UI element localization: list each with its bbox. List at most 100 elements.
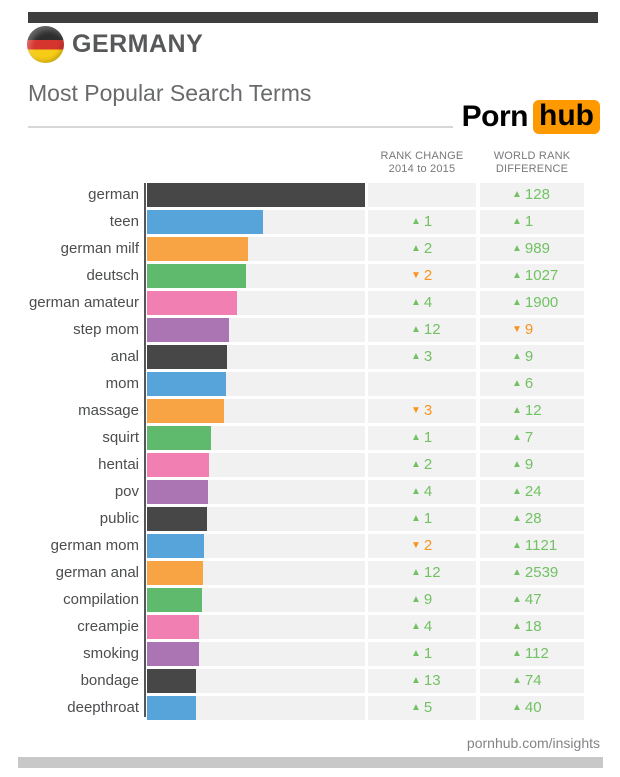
rank-change-value: 1: [423, 429, 433, 446]
table-row: pov ▲ 4 ▲ 24: [0, 480, 620, 504]
search-volume-bar: [147, 183, 365, 207]
rank-change-value: 12: [423, 321, 441, 338]
table-row: smoking ▲ 1 ▲ 112: [0, 642, 620, 666]
rank-change-triangle-icon: ▲: [411, 513, 421, 524]
rank-change-triangle-icon: ▲: [411, 594, 421, 605]
bar-track: [147, 696, 365, 720]
table-row: german ▲ 128: [0, 183, 620, 207]
germany-flag-icon: [27, 26, 64, 63]
rank-change-triangle-icon: ▲: [411, 216, 421, 227]
world-rank-cell: ▲ 1027: [480, 264, 584, 288]
rank-change-cell: ▼ 2: [368, 264, 476, 288]
bar-track: [147, 237, 365, 261]
bar-track: [147, 291, 365, 315]
table-row: hentai ▲ 2 ▲ 9: [0, 453, 620, 477]
search-term-label: anal: [110, 348, 139, 365]
world-rank-value: 9: [524, 348, 534, 365]
table-row: deutsch ▼ 2 ▲ 1027: [0, 264, 620, 288]
rank-change-triangle-icon: ▲: [411, 621, 421, 632]
search-term-label: german: [88, 186, 139, 203]
rank-change-triangle-icon: ▲: [411, 432, 421, 443]
world-rank-triangle-icon: ▲: [512, 297, 522, 308]
bar-track: [147, 507, 365, 531]
rank-change-value: 12: [423, 564, 441, 581]
world-rank-triangle-icon: ▲: [512, 459, 522, 470]
rank-change-value: 2: [423, 537, 433, 554]
world-rank-value: 989: [524, 240, 550, 257]
rank-change-cell: ▲ 9: [368, 588, 476, 612]
bar-track: [147, 426, 365, 450]
world-rank-triangle-icon: ▲: [512, 486, 522, 497]
rank-change-triangle-icon: ▲: [411, 324, 421, 335]
world-rank-triangle-icon: ▲: [512, 189, 522, 200]
search-volume-bar: [147, 561, 204, 585]
search-volume-bar: [147, 426, 212, 450]
search-term-label: squirt: [102, 429, 139, 446]
world-rank-triangle-icon: ▲: [512, 432, 522, 443]
search-volume-bar: [147, 480, 209, 504]
rank-change-value: 13: [423, 672, 441, 689]
world-rank-value: 40: [524, 699, 542, 716]
rank-change-value: 3: [423, 348, 433, 365]
search-volume-bar: [147, 615, 200, 639]
rank-change-cell: ▲ 4: [368, 480, 476, 504]
world-rank-triangle-icon: ▲: [512, 216, 522, 227]
world-rank-triangle-icon: ▲: [512, 675, 522, 686]
search-volume-bar: [147, 345, 228, 369]
search-volume-bar: [147, 210, 263, 234]
search-volume-bar: [147, 318, 229, 342]
world-rank-value: 1: [524, 213, 534, 230]
world-rank-triangle-icon: ▲: [512, 405, 522, 416]
rank-change-value: 2: [423, 456, 433, 473]
rank-change-triangle-icon: ▲: [411, 243, 421, 254]
search-term-label: step mom: [73, 321, 139, 338]
world-rank-triangle-icon: ▲: [512, 594, 522, 605]
world-rank-cell: ▲ 128: [480, 183, 584, 207]
table-row: deepthroat ▲ 5 ▲ 40: [0, 696, 620, 720]
world-rank-header-line1: WORLD RANK: [493, 150, 571, 162]
table-row: german milf ▲ 2 ▲ 989: [0, 237, 620, 261]
table-row: german amateur ▲ 4 ▲ 1900: [0, 291, 620, 315]
world-rank-value: 12: [524, 402, 542, 419]
column-header-rank-change: RANK CHANGE 2014 to 2015: [368, 150, 476, 176]
search-term-label: pov: [114, 483, 139, 500]
bar-track: [147, 264, 365, 288]
search-term-label: smoking: [83, 645, 139, 662]
world-rank-value: 6: [524, 375, 534, 392]
bar-track: [147, 399, 365, 423]
search-volume-bar: [147, 264, 247, 288]
bar-track: [147, 453, 365, 477]
world-rank-cell: ▲ 18: [480, 615, 584, 639]
bar-track: [147, 561, 365, 585]
rank-change-value: 2: [423, 267, 433, 284]
search-terms-bar-chart: german ▲ 128 teen ▲ 1 ▲ 1 german milf ▲ 2: [0, 183, 620, 723]
world-rank-value: 1121: [524, 537, 558, 554]
rank-change-value: 3: [423, 402, 433, 419]
insights-link[interactable]: pornhub.com/insights: [466, 735, 600, 751]
table-row: compilation ▲ 9 ▲ 47: [0, 588, 620, 612]
rank-change-header-line2: 2014 to 2015: [388, 163, 456, 175]
world-rank-triangle-icon: ▲: [512, 540, 522, 551]
world-rank-cell: ▲ 1121: [480, 534, 584, 558]
rank-change-triangle-icon: ▲: [411, 675, 421, 686]
table-row: teen ▲ 1 ▲ 1: [0, 210, 620, 234]
world-rank-value: 74: [524, 672, 542, 689]
world-rank-cell: ▲ 9: [480, 453, 584, 477]
world-rank-cell: ▲ 74: [480, 669, 584, 693]
pornhub-logo: Porn hub: [462, 100, 600, 134]
table-row: public ▲ 1 ▲ 28: [0, 507, 620, 531]
search-term-label: german milf: [60, 240, 139, 257]
logo-text-hub: hub: [533, 100, 600, 134]
world-rank-value: 28: [524, 510, 542, 527]
column-header-world-rank: WORLD RANK DIFFERENCE: [480, 150, 584, 176]
bar-track: [147, 669, 365, 693]
world-rank-value: 2539: [524, 564, 559, 581]
world-rank-value: 47: [524, 591, 542, 608]
rank-change-triangle-icon: ▲: [411, 351, 421, 362]
rank-change-cell: ▲ 1: [368, 507, 476, 531]
table-row: mom ▲ 6: [0, 372, 620, 396]
search-volume-bar: [147, 399, 225, 423]
rank-change-triangle-icon: ▼: [411, 405, 421, 416]
world-rank-cell: ▲ 12: [480, 399, 584, 423]
table-row: creampie ▲ 4 ▲ 18: [0, 615, 620, 639]
